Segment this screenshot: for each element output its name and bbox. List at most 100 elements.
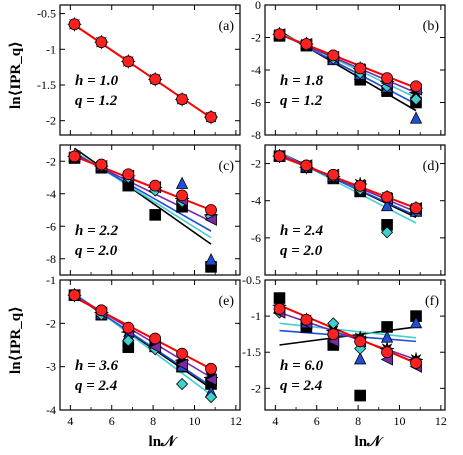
data-point-diamond	[122, 334, 135, 347]
data-point-triangle	[354, 352, 367, 365]
data-point-circle	[68, 18, 81, 31]
panel-annotation: q = 1.2	[75, 93, 118, 109]
panel-annotation: q = 2.0	[75, 243, 118, 259]
data-point-circle	[273, 28, 286, 41]
data-point-diamond	[176, 377, 189, 391]
panel-4: 4 6 8 10 12 -1 -2 -3 -4 (e) h = 3.6 q = 2.4	[46, 273, 242, 428]
panel-letter: (c)	[218, 159, 234, 174]
data-point-circle	[205, 362, 217, 375]
data-point-circle	[149, 73, 162, 86]
panel-frame	[59, 144, 241, 276]
panel-annotation: h = 1.0	[75, 73, 119, 89]
y-tick-label: -0.5	[37, 7, 56, 21]
x-tick-label: 4	[272, 414, 278, 428]
x-tick-label: 12	[435, 414, 447, 428]
data-point-circle	[122, 168, 135, 181]
x-tick-label: 8	[150, 414, 156, 428]
fit-line	[279, 304, 417, 364]
x-tick-label: 10	[393, 414, 405, 428]
data-point-diamond	[204, 390, 218, 404]
data-point-circle	[381, 72, 393, 85]
y-tick-label: -2	[46, 114, 56, 128]
data-point-triangle	[409, 315, 423, 329]
data-point-circle	[410, 357, 422, 369]
y-tick-label: -4	[46, 403, 56, 417]
data-point-circle	[410, 202, 422, 215]
panel-data	[66, 16, 219, 126]
panel-letter: (a)	[218, 19, 234, 34]
panel-5: 4 6 8 10 12 -0.5 -1 -1.5 -2 (f) h = 6.0 q = 2.4	[242, 273, 447, 428]
panel-annotation: h = 1.8	[280, 73, 324, 89]
panel-annotation: q = 2.4	[75, 378, 118, 394]
data-point-square	[354, 389, 366, 402]
data-point-diamond	[409, 93, 423, 106]
panel-1: 0 -2 -4 -6 -8 (b) h = 1.8 q = 1.2	[251, 0, 446, 142]
data-point-tri-left	[204, 213, 217, 226]
data-point-circle	[149, 179, 162, 192]
panel-data	[271, 148, 424, 239]
panel-frame	[59, 4, 241, 136]
data-point-circle	[300, 38, 313, 50]
panel-annotation: h = 3.6	[75, 358, 119, 374]
data-point-circle	[327, 49, 340, 62]
data-point-circle	[205, 111, 217, 124]
y-tick-label: -1.5	[242, 345, 261, 359]
y-tick-label: -2	[46, 154, 56, 168]
y-tick-label: -4	[251, 63, 261, 77]
y-tick-label: -3	[46, 360, 56, 374]
data-point-triangle	[380, 198, 394, 212]
x-axis-label-right: ln𝒩	[355, 434, 385, 450]
y-tick-label: -2	[251, 31, 261, 45]
x-tick-label: 6	[109, 414, 115, 428]
x-tick-label: 10	[188, 414, 200, 428]
data-point-circle	[273, 150, 286, 163]
panel-annotation: q = 2.4	[280, 378, 323, 394]
panel-frame	[264, 279, 446, 411]
data-point-tri-left	[175, 358, 188, 371]
y-tick-label: -8	[46, 252, 56, 266]
y-axis-label-top: ln⟨IPR_q⟩	[8, 41, 24, 109]
data-point-circle	[410, 80, 422, 93]
data-point-triangle	[204, 252, 218, 266]
panel-letter: (b)	[423, 19, 440, 34]
data-point-circle	[381, 191, 393, 203]
y-tick-label: -8	[251, 128, 261, 142]
x-axis-label-left: ln𝒩	[149, 434, 179, 450]
fit-line	[279, 155, 417, 210]
panel-frame	[59, 279, 241, 411]
data-point-circle	[176, 347, 188, 360]
y-tick-label: -2	[46, 316, 56, 330]
data-point-tri-left	[204, 373, 217, 386]
fit-line	[74, 155, 212, 211]
panel-0: -0.5 -1 -1.5 -2 (a) h = 1.0 q = 1.2	[37, 4, 241, 136]
data-point-circle	[176, 189, 188, 202]
y-tick-label: -1.5	[37, 78, 56, 92]
y-tick-label: -6	[251, 96, 261, 110]
panel-data	[271, 292, 424, 402]
y-tick-label: -6	[46, 219, 56, 233]
y-tick-label: -0.5	[242, 273, 261, 287]
data-point-circle	[149, 332, 162, 345]
data-point-circle	[354, 335, 367, 348]
data-point-circle	[122, 321, 135, 334]
panel-annotation: q = 2.0	[280, 243, 323, 259]
x-tick-label: 6	[314, 414, 320, 428]
panel-annotation: h = 2.2	[75, 223, 119, 239]
panel-frame	[264, 144, 446, 276]
x-tick-label: 12	[230, 414, 242, 428]
data-point-circle	[122, 55, 135, 68]
panel-3: -2 -4 -6 (d) h = 2.4 q = 2.0	[251, 144, 446, 276]
data-point-circle	[300, 313, 313, 326]
y-tick-label: -6	[251, 231, 261, 245]
data-point-circle	[68, 150, 81, 163]
y-tick-label: -2	[251, 157, 261, 171]
data-point-circle	[327, 168, 340, 181]
data-point-diamond	[381, 226, 394, 239]
data-point-circle	[354, 62, 367, 75]
y-tick-label: -4	[251, 194, 261, 208]
data-point-circle	[95, 304, 108, 317]
y-tick-label: 0	[255, 0, 261, 12]
panel-letter: (e)	[218, 294, 234, 309]
y-tick-label: -1	[46, 42, 56, 56]
